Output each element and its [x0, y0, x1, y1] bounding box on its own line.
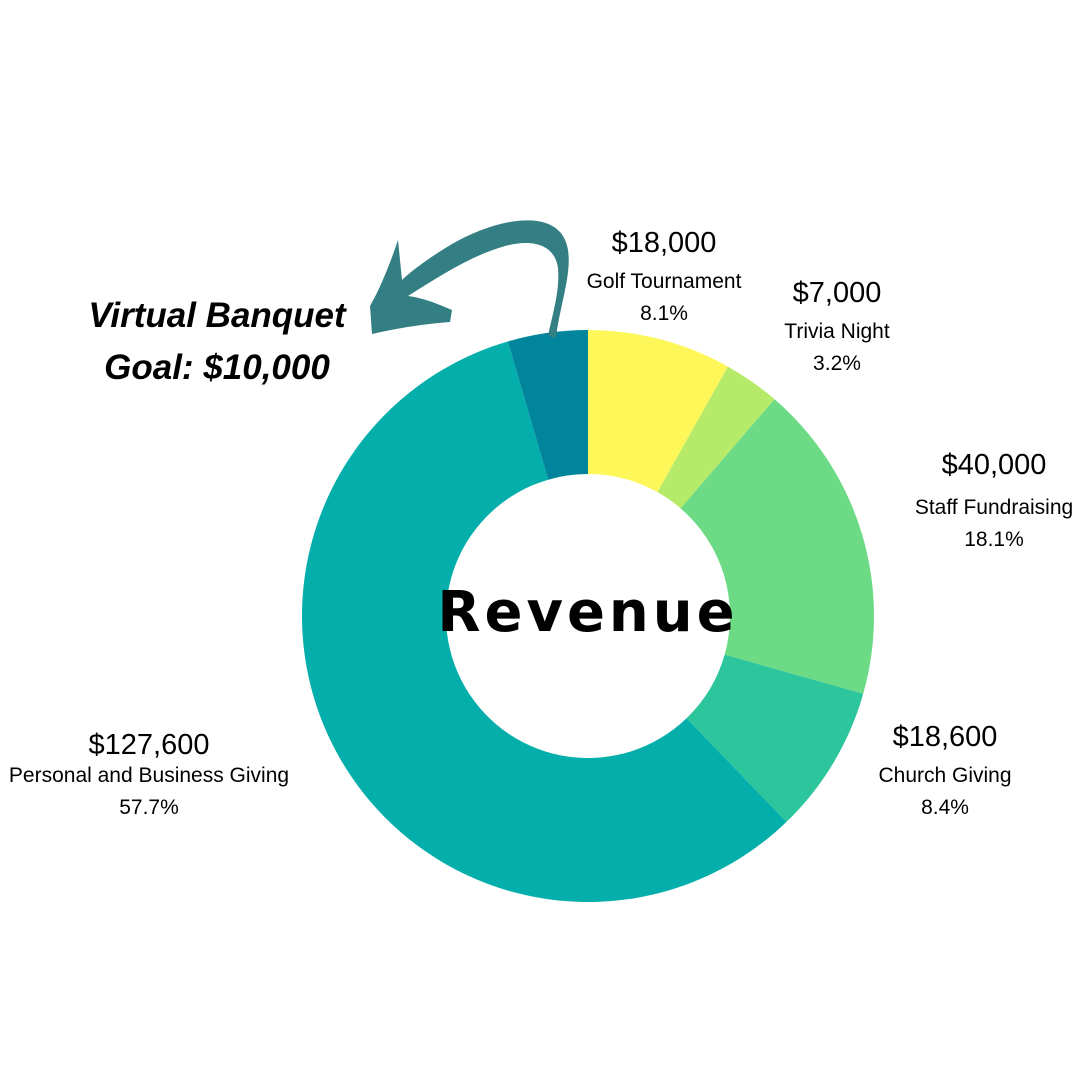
- slice-amount: $7,000: [792, 277, 882, 309]
- slice-category: Golf Tournament: [586, 269, 742, 293]
- slice-category: Church Giving: [878, 763, 1012, 787]
- slice-category: Personal and Business Giving: [8, 763, 290, 787]
- slice-label-trivia-night: $7,000 Trivia Night 3.2%: [784, 276, 889, 376]
- callout-goal: Goal: $10,000: [104, 348, 330, 387]
- slice-amount: $127,600: [88, 729, 210, 761]
- slice-label-personal-business-giving: $127,600 Personal and Business Giving 57…: [9, 728, 289, 820]
- slice-virtual-banquet: [507, 330, 588, 480]
- slice-amount: $18,600: [892, 721, 998, 753]
- slice-percent: 3.2%: [813, 351, 861, 375]
- callout-title: Virtual Banquet: [88, 296, 346, 335]
- slice-label-staff-fundraising: $40,000 Staff Fundraising 18.1%: [915, 448, 1073, 552]
- slice-amount: $18,000: [611, 227, 717, 259]
- slice-percent: 8.1%: [640, 301, 688, 325]
- slice-category: Staff Fundraising: [914, 495, 1074, 519]
- slice-trivia-night: [657, 366, 775, 509]
- curved-arrow-icon: [370, 220, 569, 338]
- slice-percent: 18.1%: [964, 527, 1024, 551]
- slice-percent: 57.7%: [119, 795, 179, 819]
- slice-amount: $40,000: [941, 449, 1047, 481]
- slice-personal-and-business-giving: [301, 341, 787, 903]
- chart-title: Revenue: [437, 580, 739, 645]
- slice-label-church-giving: $18,600 Church Giving 8.4%: [878, 720, 1011, 820]
- slice-percent: 8.4%: [921, 795, 969, 819]
- slice-church-giving: [686, 654, 864, 822]
- virtual-banquet-callout: Virtual Banquet Goal: $10,000: [88, 290, 345, 394]
- slice-label-golf-tournament: $18,000 Golf Tournament 8.1%: [587, 226, 742, 326]
- slice-staff-fundraising: [680, 399, 874, 694]
- slice-golf-tournament: [588, 330, 728, 493]
- slice-category: Trivia Night: [784, 319, 890, 343]
